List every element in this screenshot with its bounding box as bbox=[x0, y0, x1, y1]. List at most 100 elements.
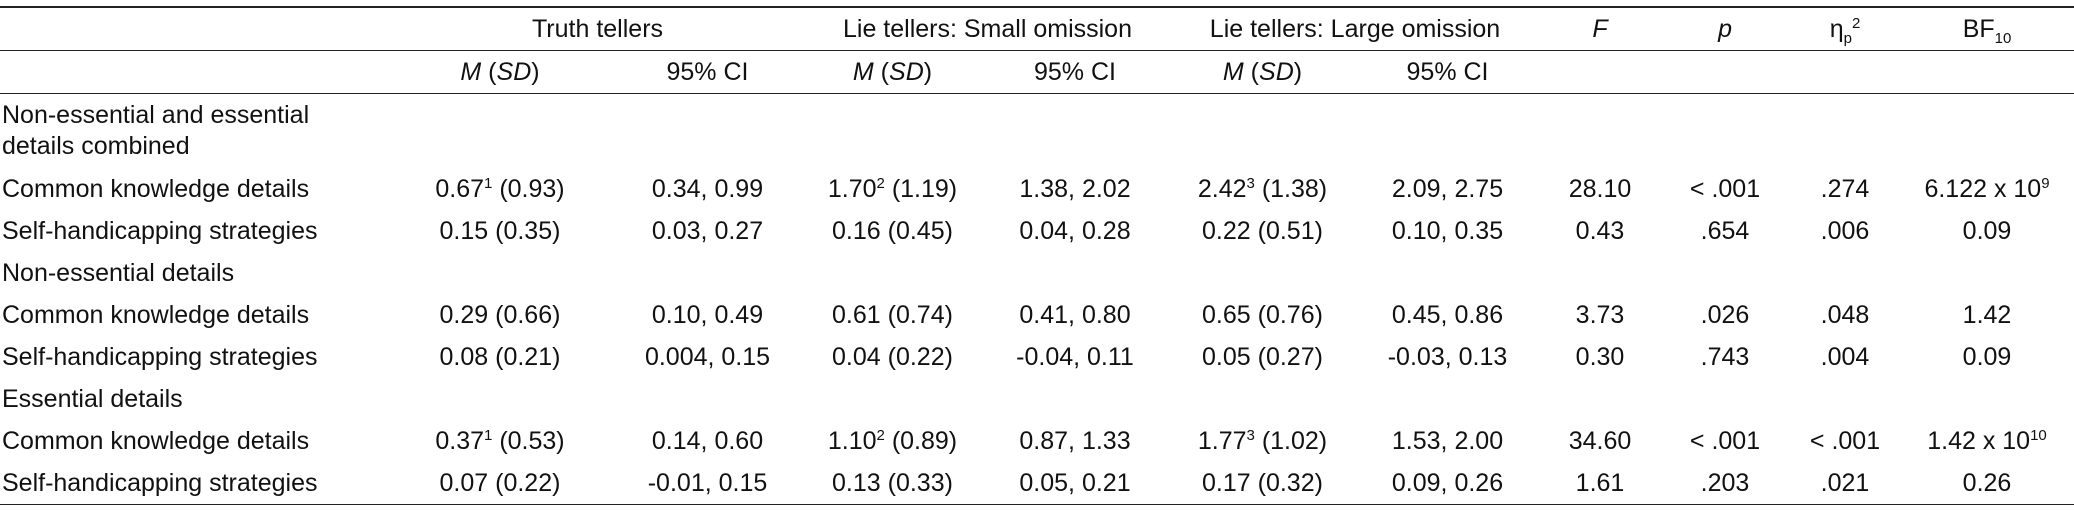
data-cell: 1.38, 2.02 bbox=[1019, 174, 1131, 203]
cell-text: ( bbox=[873, 57, 890, 86]
data-cell: 0.09 bbox=[1962, 342, 2012, 371]
empty-cell bbox=[1170, 252, 1355, 294]
cell-text: ) bbox=[923, 57, 933, 86]
data-cell: 1.42 x 1010 bbox=[1900, 420, 2074, 462]
table-body: Truth tellers Lie tellers: Small omission… bbox=[0, 6, 2074, 505]
empty-cell bbox=[1660, 94, 1790, 169]
section-title: Non-essential details bbox=[2, 258, 235, 287]
sub-header: 95% CI bbox=[610, 50, 805, 94]
cell-text: 3 bbox=[1246, 426, 1255, 444]
data-cell: .274 bbox=[1820, 174, 1870, 203]
cell-text: (0.93) bbox=[492, 174, 565, 203]
data-cell: 0.08 (0.21) bbox=[439, 342, 561, 371]
cell-text: 1.77 bbox=[1197, 426, 1247, 455]
data-cell: 0.14, 0.60 bbox=[651, 426, 764, 455]
data-cell: 2.09, 2.75 bbox=[1391, 174, 1504, 203]
data-cell: 0.13 (0.33) bbox=[805, 462, 980, 505]
empty-cell bbox=[980, 94, 1170, 169]
data-cell: 0.04, 0.28 bbox=[1019, 216, 1131, 245]
cell-text: (1.02) bbox=[1254, 426, 1328, 455]
data-row: Common knowledge details 0.371 (0.53) 0.14… bbox=[0, 420, 2074, 462]
empty-cell bbox=[610, 378, 805, 420]
data-cell: .026 bbox=[1700, 300, 1750, 329]
header-row: Truth tellers Lie tellers: Small omission… bbox=[0, 6, 2074, 51]
cell-text: SD bbox=[1259, 57, 1294, 86]
data-cell: < .001 bbox=[1809, 426, 1881, 455]
empty-cell bbox=[1790, 378, 1900, 420]
empty-cell bbox=[1790, 94, 1900, 169]
section-row: Non-essential details bbox=[0, 252, 2074, 294]
empty-cell bbox=[805, 252, 980, 294]
empty-cell bbox=[610, 252, 805, 294]
data-cell: -0.04, 0.11 bbox=[1016, 342, 1134, 371]
section-title: Non-essential and essential details comb… bbox=[2, 101, 310, 160]
data-cell: 28.10 bbox=[1568, 174, 1632, 203]
data-row: Common knowledge details 0.671 (0.93) 0.34… bbox=[0, 168, 2074, 210]
data-cell: 6.122 x 109 bbox=[1900, 168, 2074, 210]
cell-text: 0.37 bbox=[435, 426, 485, 455]
cell-text: 1.42 x 10 bbox=[1927, 426, 2031, 455]
row-label: Self-handicapping strategies bbox=[2, 216, 318, 245]
data-cell: 0.87, 1.33 bbox=[1019, 426, 1131, 455]
stat-header: BF10 bbox=[1900, 6, 2074, 51]
data-cell: 0.03, 0.27 bbox=[651, 216, 764, 245]
empty-cell bbox=[1540, 378, 1660, 420]
cell-text: 1 bbox=[484, 174, 493, 192]
data-row: Self-handicapping strategies 0.07 (0.22) -… bbox=[0, 462, 2074, 505]
header-cell bbox=[1790, 50, 1901, 94]
row-label: Self-handicapping strategies bbox=[2, 342, 318, 371]
data-cell: 0.07 (0.22) bbox=[390, 462, 610, 505]
cell-text: 2 bbox=[1851, 14, 1861, 32]
empty-cell bbox=[1355, 378, 1540, 420]
cell-text: 1 bbox=[484, 426, 493, 444]
data-cell: 0.05, 0.21 bbox=[980, 462, 1170, 505]
data-cell: 0.004, 0.15 bbox=[644, 342, 771, 371]
data-row: Self-handicapping strategies 0.15 (0.35) 0… bbox=[0, 210, 2074, 252]
results-table: Truth tellers Lie tellers: Small omission… bbox=[0, 6, 2074, 505]
data-cell: 1.61 bbox=[1540, 462, 1661, 505]
data-cell: < .001 bbox=[1689, 174, 1761, 203]
empty-cell bbox=[1900, 378, 2074, 420]
data-cell: 0.09, 0.26 bbox=[1355, 462, 1541, 505]
section-row: Essential details bbox=[0, 378, 2074, 420]
empty-cell bbox=[1660, 252, 1790, 294]
empty-cell bbox=[1900, 252, 2074, 294]
empty-cell bbox=[1540, 94, 1660, 169]
data-cell: 0.61 (0.74) bbox=[832, 300, 953, 329]
row-label: Common knowledge details bbox=[2, 300, 310, 329]
data-cell: .004 bbox=[1820, 342, 1870, 371]
cell-text: F bbox=[1592, 14, 1608, 43]
data-cell: 0.09 bbox=[1962, 216, 2012, 245]
header-cell bbox=[0, 6, 390, 51]
empty-cell bbox=[390, 378, 610, 420]
data-cell: 2.423 (1.38) bbox=[1170, 168, 1355, 210]
cell-text: p bbox=[1843, 29, 1852, 47]
row-label: Self-handicapping strategies bbox=[0, 462, 390, 505]
cell-text: (1.38) bbox=[1254, 174, 1328, 203]
data-cell: 0.05 (0.27) bbox=[1202, 342, 1323, 371]
empty-cell bbox=[1540, 252, 1660, 294]
sub-header: 95% CI bbox=[1355, 50, 1541, 94]
section-title: Essential details bbox=[2, 384, 183, 413]
empty-cell bbox=[980, 378, 1170, 420]
empty-cell bbox=[1660, 378, 1790, 420]
data-cell: .006 bbox=[1820, 216, 1870, 245]
cell-text: 0.67 bbox=[435, 174, 485, 203]
cell-text: η bbox=[1829, 14, 1844, 43]
data-cell: 0.10, 0.35 bbox=[1391, 216, 1504, 245]
empty-cell bbox=[1170, 378, 1355, 420]
data-cell: 0.10, 0.49 bbox=[651, 300, 764, 329]
data-cell: 1.42 bbox=[1962, 300, 2012, 329]
empty-cell bbox=[1790, 252, 1900, 294]
data-cell: 1.53, 2.00 bbox=[1391, 426, 1504, 455]
data-cell: 34.60 bbox=[1568, 426, 1632, 455]
cell-text: (1.19) bbox=[884, 174, 958, 203]
data-cell: 0.41, 0.80 bbox=[1019, 300, 1131, 329]
cell-text: 2 bbox=[876, 174, 885, 192]
cell-text: M bbox=[1222, 57, 1244, 86]
cell-text: p bbox=[1718, 14, 1732, 43]
cell-text: BF bbox=[1962, 14, 1995, 43]
empty-cell bbox=[805, 94, 980, 169]
data-cell: 1.702 (1.19) bbox=[805, 168, 980, 210]
